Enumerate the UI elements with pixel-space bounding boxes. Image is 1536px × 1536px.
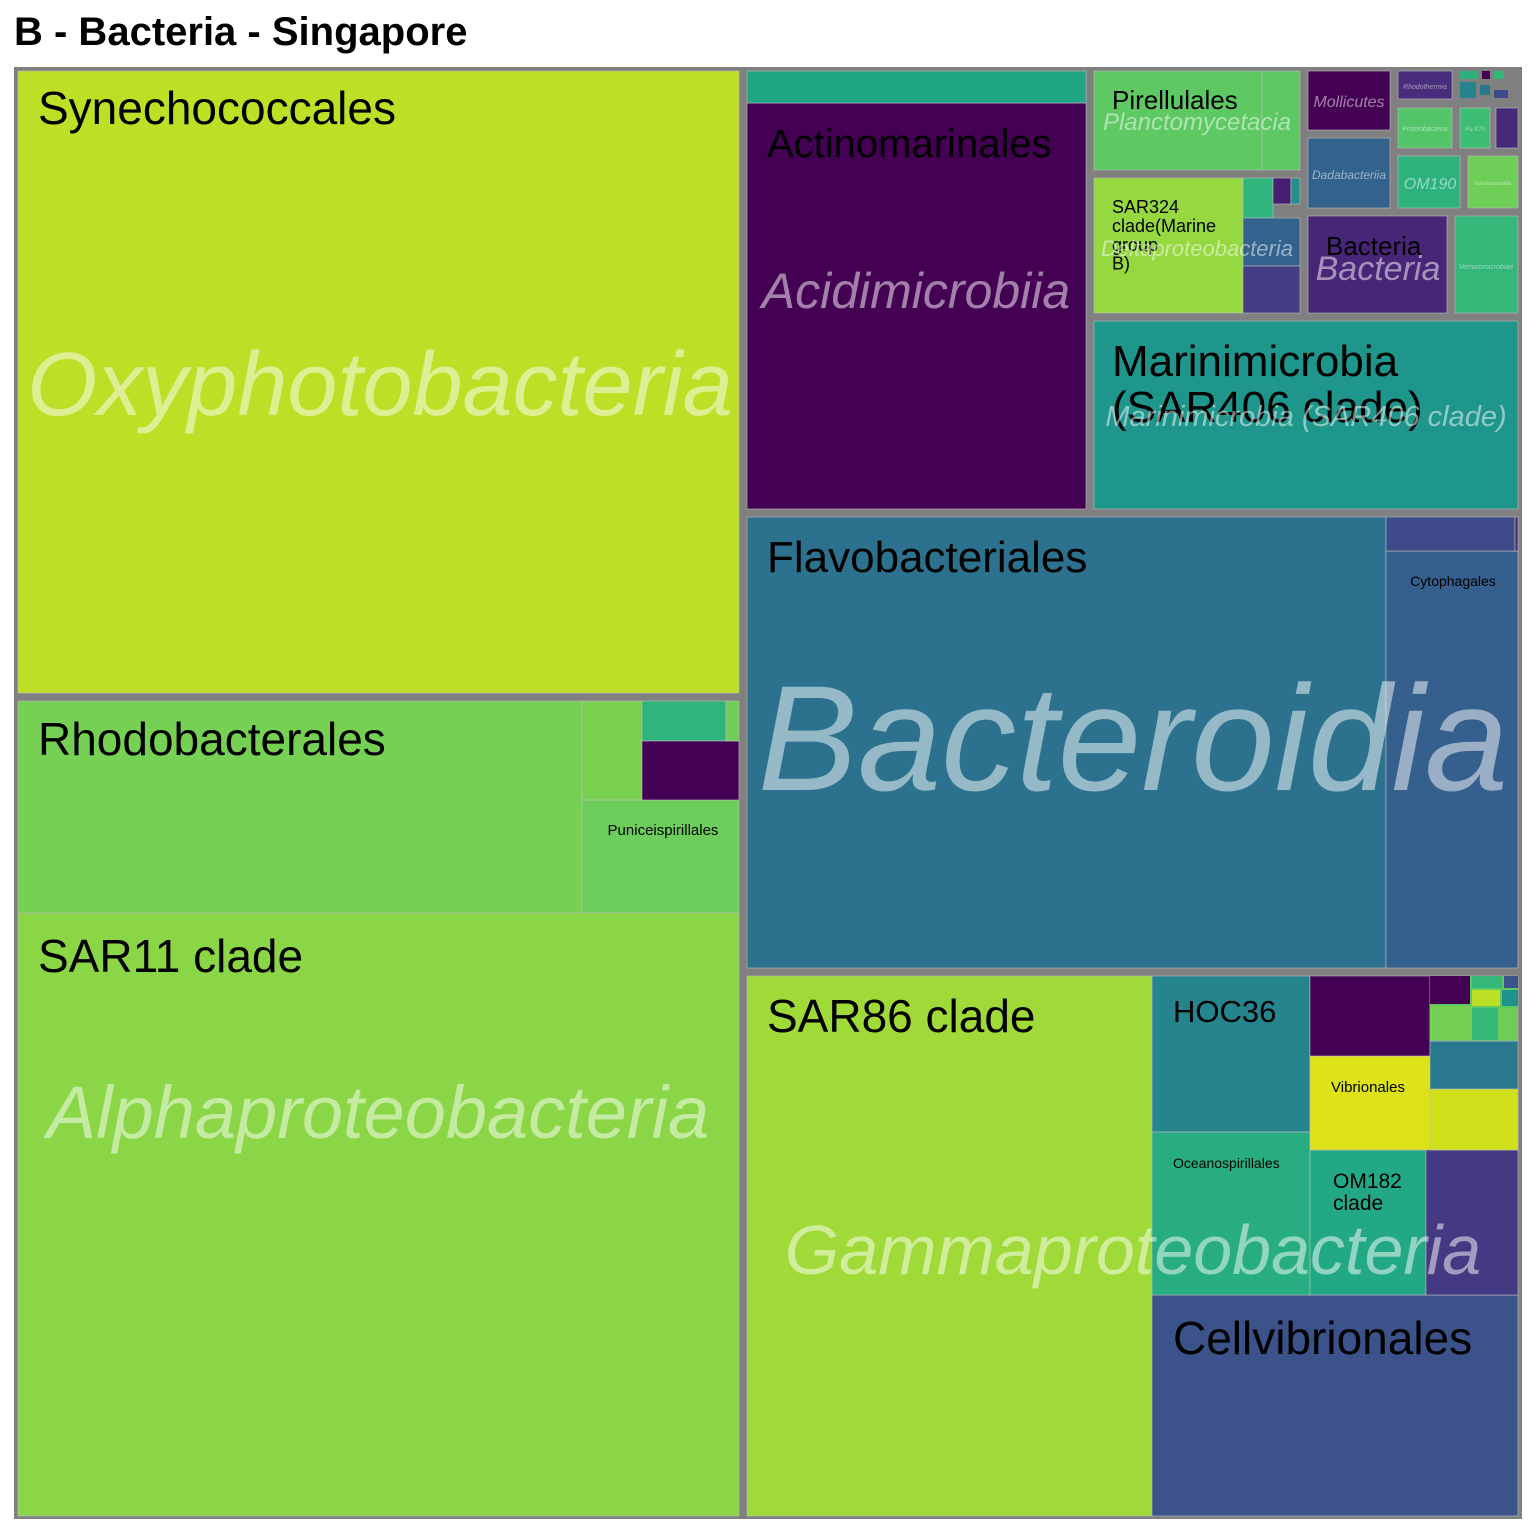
treemap-small-tile-4 [1480,85,1490,95]
treemap-tile-puniceispirillales [581,799,740,914]
class-label-oxyphotobacteria: Oxyphotobacteria [27,335,732,435]
treemap-small-tile-6 [1430,976,1470,1004]
class-label-proteobacteria: Proteobacteria [1402,126,1448,133]
class-label-dehalococcoidia: Dehalococcoidia [1475,181,1512,187]
order-label-sar86-clade: SAR86 clade [767,990,1036,1042]
treemap-tile-deltaproteobacteria-sub-1 [1242,177,1274,219]
treemap-small-tile-8 [1504,976,1518,988]
order-label-synechococcales: Synechococcales [38,82,396,134]
treemap-tile-sar86-clade [746,975,1153,1517]
treemap-small-tile-5 [1494,90,1508,98]
treemap-tile-sar11-clade [17,912,740,1517]
order-label-vibrionales: Vibrionales [1331,1079,1405,1096]
treemap-tile-rhodobacterales [17,700,583,914]
treemap-tile-alphaproteobacteria-sub-6 [725,700,740,742]
class-label-bacteria: Bacteria [1316,250,1441,288]
class-label-bacteroidia: Bacteroidia [758,654,1508,822]
class-label-rhodothermia: Rhodothermia [1403,84,1447,91]
treemap-tile-synechococcales [17,70,740,694]
order-label-puniceispirillales: Puniceispirillales [608,822,719,839]
treemap-tile-deltaproteobacteria-sub-4 [1272,177,1292,205]
treemap-tile-rs-k70-sub-0 [1459,107,1491,149]
treemap-tile-om190-sub-0 [1397,155,1461,209]
treemap-tile-rhodothermia-sub-0 [1397,70,1453,100]
treemap-tile-mollicutes-sub-0 [1307,70,1391,131]
treemap-tile-gammaproteobacteria-sub-9 [1429,1040,1519,1090]
treemap-tile-pirellulales [1093,70,1263,171]
treemap-small-tile-11 [1430,1006,1472,1040]
class-label-gammaproteobacteria: Gammaproteobacteria [785,1211,1481,1289]
order-label-actinomarinales: Actinomarinales [767,122,1052,166]
order-label-sar11-clade: SAR11 clade [38,930,303,982]
order-label-hoc36: HOC36 [1173,994,1276,1029]
treemap-tile-actinomarinales [746,102,1087,510]
class-label-planctomycetacia: Planctomycetacia [1103,109,1291,136]
order-label-marinimicrobia-sar406-clade: Marinimicrobia (SAR406 clade) [1112,337,1423,432]
treemap-small-tile-0 [1460,71,1478,79]
treemap-tile-dehalococcoidia-sub-0 [1467,155,1519,209]
treemap-tile-planctomycetacia-sub-1 [1261,70,1301,171]
class-label-alphaproteobacteria: Alphaproteobacteria [43,1071,709,1154]
treemap-small-tile-13 [1498,1008,1518,1040]
treemap-tile-om182-clade [1309,1149,1427,1296]
order-label-cellvibrionales: Cellvibrionales [1173,1312,1472,1364]
order-label-rhodobacterales: Rhodobacterales [38,713,386,765]
treemap-small-tile-3 [1460,82,1476,98]
order-label-oceanospirillales: Oceanospirillales [1173,1155,1280,1171]
treemap-small-tile-9 [1472,990,1500,1006]
treemap-tile-alphaproteobacteria-sub-5 [641,740,740,801]
treemap-tile-bacteroidia-sub-2 [1385,516,1516,552]
treemap-tile-oceanospirillales [1151,1131,1311,1296]
treemap-small-tile-10 [1502,990,1518,1006]
class-label-verrucomicrobiae: Verrucomicrobiae [1459,264,1514,271]
treemap-tile-verrucomicrobiae-sub-0 [1454,215,1519,314]
treemap-tile-cellvibrionales [1151,1294,1519,1517]
treemap-tile-dadabacteriia-sub-0 [1307,137,1391,209]
class-label-marinimicrobia-sar406-clade: Marinimicrobia (SAR406 clade) [1105,401,1506,433]
treemap-tile-bacteroidia-sub-3 [1514,516,1519,552]
treemap-tile-vibrionales [1309,1055,1431,1151]
treemap-tile-bacteria [1307,215,1448,314]
class-label-mollicutes: Mollicutes [1313,94,1384,111]
treemap-small-tile-2 [1494,71,1504,79]
class-label-rs-k70: Rs-K70 [1465,127,1486,133]
order-label-om182-clade: OM182 clade [1333,1170,1402,1215]
class-label-om190: OM190 [1404,176,1457,193]
treemap-tile-hoc36 [1151,975,1311,1133]
treemap-tile-deltaproteobacteria-sub-3 [1242,265,1301,314]
class-label-dadabacteriia: Dadabacteriia [1312,168,1386,182]
treemap-tile-gammaproteobacteria-sub-6 [1309,975,1431,1057]
treemap-small-tile-1 [1482,71,1490,79]
treemap-tile-flavobacteriales [746,516,1387,969]
treemap-tile-alphaproteobacteria-sub-4 [641,700,727,742]
treemap-small-tile-7 [1472,976,1502,988]
treemap-tile-acidimicrobiia-sub-1 [746,70,1087,104]
treemap-small-tile-12 [1472,1008,1498,1040]
order-label-cytophagales: Cytophagales [1410,573,1496,589]
order-label-pirellulales: Pirellulales [1112,85,1238,115]
treemap-tile-deltaproteobacteria-sub-5 [1290,177,1301,205]
treemap-tile-gammaproteobacteria-sub-7 [1425,1149,1519,1296]
chart-title: B - Bacteria - Singapore [14,10,468,54]
class-label-acidimicrobiia: Acidimicrobiia [759,263,1070,319]
treemap-tile-gammaproteobacteria-sub-8 [1429,1088,1519,1151]
order-label-bacteria: Bacteria [1326,231,1422,261]
order-label-sar324-clade-marine-group-b: SAR324 clade(Marine group B) [1112,197,1216,274]
class-label-deltaproteobacteria: Deltaproteobacteria [1101,236,1293,261]
treemap-tile-proteobacteria-sub-0 [1397,107,1453,149]
treemap-tile-alphaproteobacteria-sub-3 [581,700,643,801]
treemap-tile-marinimicrobia-sar406-clade [1093,320,1519,510]
order-label-flavobacteriales: Flavobacteriales [767,533,1087,582]
treemap-tile-deltaproteobacteria-sub-2 [1242,217,1301,267]
treemap-tile-group-sub-0 [1495,107,1519,149]
